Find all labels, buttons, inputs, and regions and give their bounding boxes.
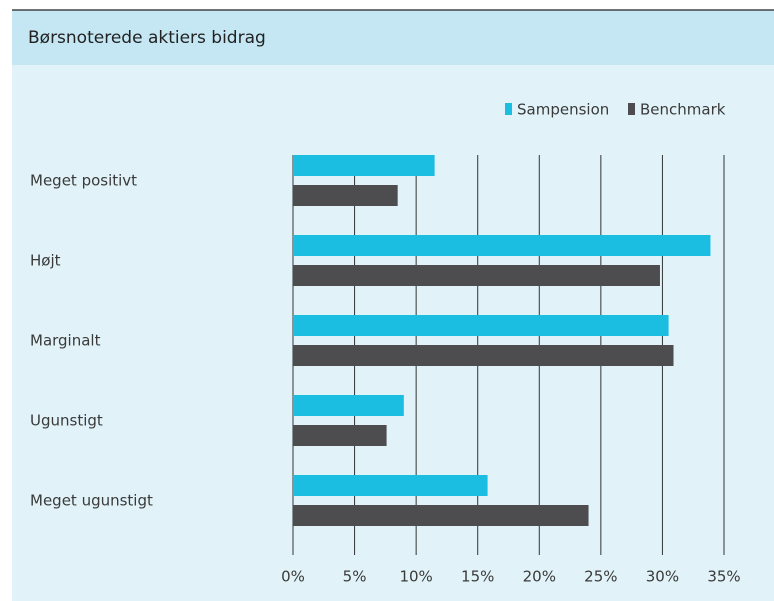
legend-label: Benchmark [640, 101, 726, 119]
bar [293, 425, 387, 446]
x-tick-label: 35% [707, 568, 740, 586]
panel [12, 10, 774, 601]
bar [293, 395, 404, 416]
bar [293, 265, 660, 286]
header [12, 10, 774, 65]
y-tick-label: Højt [30, 252, 61, 270]
x-tick-label: 25% [584, 568, 617, 586]
x-tick-label: 5% [343, 568, 367, 586]
y-tick-label: Ugunstigt [30, 412, 103, 430]
bar [293, 505, 589, 526]
bar [293, 235, 711, 256]
legend-swatch [505, 103, 512, 115]
y-tick-label: Meget positivt [30, 172, 137, 190]
legend-swatch [628, 103, 635, 115]
x-tick-label: 15% [461, 568, 494, 586]
bar [293, 155, 435, 176]
x-tick-label: 0% [281, 568, 305, 586]
bar [293, 345, 674, 366]
x-tick-label: 10% [399, 568, 432, 586]
bar [293, 185, 398, 206]
x-tick-label: 20% [523, 568, 556, 586]
bar [293, 475, 488, 496]
y-tick-label: Meget ugunstigt [30, 492, 153, 510]
chart-title: Børsnoterede aktiers bidrag [28, 28, 266, 48]
legend-label: Sampension [517, 101, 609, 119]
y-tick-label: Marginalt [30, 332, 101, 350]
bar [293, 315, 669, 336]
x-tick-label: 30% [646, 568, 679, 586]
